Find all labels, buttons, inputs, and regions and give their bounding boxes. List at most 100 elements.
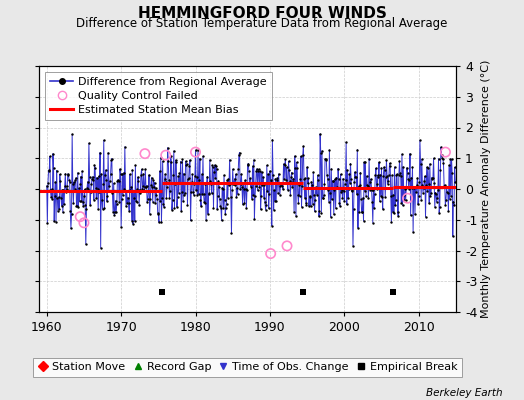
Point [366,179,375,185]
Point [52,218,60,225]
Point [129,221,137,227]
Point [129,195,138,201]
Point [176,180,184,186]
Point [287,169,296,176]
Point [140,187,148,193]
Point [363,182,372,188]
Point [412,181,421,188]
Point [318,148,326,154]
Point [78,168,86,174]
Point [263,188,271,194]
Point [125,208,134,214]
Point [57,195,65,201]
Point [315,208,324,215]
Point [439,156,447,162]
Point [248,163,257,169]
Point [99,181,107,188]
Point [419,189,427,196]
Point [438,155,446,162]
Point [136,190,145,196]
Point [141,184,150,190]
Point [192,174,201,181]
Point [173,194,182,200]
Point [90,162,99,168]
Point [377,193,385,199]
Point [163,184,171,190]
Point [252,182,260,189]
Point [165,195,173,202]
Point [403,164,411,171]
Point [215,196,224,202]
Point [428,176,436,182]
Point [317,209,325,216]
Point [67,225,75,232]
Point [398,202,407,208]
Point [357,196,365,202]
Point [185,157,194,163]
Point [49,150,57,157]
Point [385,160,394,166]
Point [107,157,115,164]
Point [297,153,305,160]
Point [308,182,316,188]
Point [346,180,354,186]
Point [267,177,275,184]
Point [114,176,122,183]
Point [350,178,358,185]
Point [97,171,105,177]
Point [289,179,297,186]
Point [320,192,328,199]
Point [289,176,298,182]
Point [79,202,88,209]
Point [216,203,224,210]
Point [352,174,361,180]
Point [190,181,199,188]
Point [61,183,69,189]
Point [212,163,220,169]
Point [184,175,193,182]
Point [123,200,132,206]
Point [92,195,101,202]
Point [146,196,155,202]
Point [72,175,80,181]
Point [175,170,183,176]
Point [199,153,207,160]
Point [340,198,348,204]
Point [256,168,264,174]
Point [407,175,416,181]
Point [336,203,344,209]
Point [440,182,449,189]
Point [58,203,66,209]
Point [178,156,187,163]
Point [327,166,335,172]
Point [171,157,180,163]
Point [380,164,388,170]
Point [261,199,269,206]
Point [305,193,314,199]
Point [442,197,450,204]
Point [83,178,92,185]
Point [272,176,281,183]
Point [380,166,389,173]
Point [184,176,192,182]
Point [124,194,132,201]
Point [272,198,280,204]
Point [435,203,444,210]
Point [348,187,356,193]
Point [378,194,386,200]
Point [363,173,371,179]
Point [360,159,368,166]
Point [379,172,388,179]
Point [53,208,62,214]
Point [381,194,389,200]
Point [328,196,336,202]
Point [60,201,68,208]
Point [414,201,422,208]
Point [59,187,68,193]
Point [283,243,291,249]
Point [253,187,261,194]
Point [369,187,378,194]
Point [281,156,290,162]
Point [409,228,417,235]
Point [66,208,74,214]
